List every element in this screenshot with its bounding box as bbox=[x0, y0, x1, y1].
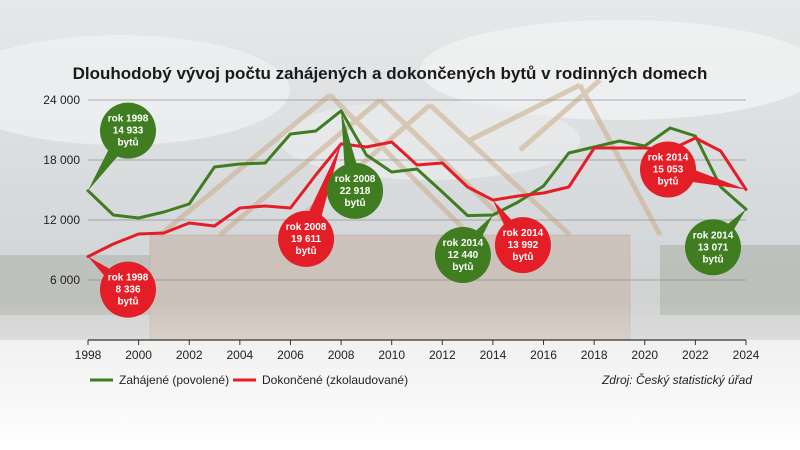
legend-label-dokoncene: Dokončené (zkolaudované) bbox=[262, 373, 408, 387]
annotation-text: bytů bbox=[702, 253, 723, 265]
y-tick-label: 24 000 bbox=[43, 93, 80, 107]
x-tick-label: 2018 bbox=[581, 348, 608, 362]
x-tick-label: 2022 bbox=[682, 348, 709, 362]
x-tick-labels: 1998 2000 2002 2004 2006 2008 2010 2012 2014 2016… bbox=[75, 348, 760, 362]
x-tick-label: 2010 bbox=[378, 348, 405, 362]
annotation-text: bytů bbox=[657, 175, 678, 187]
annotation-circle bbox=[640, 141, 696, 198]
annotation-text: bytů bbox=[452, 261, 473, 273]
legend-label-zahajene: Zahájené (povolené) bbox=[119, 373, 229, 387]
x-tick-label: 2020 bbox=[631, 348, 658, 362]
x-tick-label: 2024 bbox=[733, 348, 760, 362]
x-tick-label: 2012 bbox=[429, 348, 456, 362]
chart-title: Dlouhodobý vývoj počtu zahájených a doko… bbox=[73, 64, 708, 83]
y-tick-label: 6 000 bbox=[50, 273, 80, 287]
legend: Zahájené (povolené) Dokončené (zkolaudov… bbox=[90, 373, 408, 387]
series-line-dokoncene bbox=[86, 136, 748, 259]
x-tick-label: 2002 bbox=[176, 348, 203, 362]
annotation-text: 22 918 bbox=[340, 186, 371, 197]
annotation-text: 13 071 bbox=[698, 242, 729, 253]
annotation-text: 19 611 bbox=[291, 234, 321, 245]
annotation-text: 12 440 bbox=[448, 250, 479, 261]
annotation-circle bbox=[100, 102, 156, 159]
annotation-circle bbox=[278, 210, 335, 267]
x-tick-label: 2000 bbox=[125, 348, 152, 362]
annotation-text: rok 2008 bbox=[286, 222, 327, 233]
annotation-text: rok 2014 bbox=[648, 152, 689, 163]
annotation-text: rok 2008 bbox=[335, 174, 376, 185]
annotation-text: rok 1998 bbox=[108, 114, 149, 125]
annotation-text: bytů bbox=[345, 197, 366, 209]
annotation-text: rok 2014 bbox=[443, 238, 484, 249]
annotation-text: rok 2014 bbox=[503, 228, 544, 239]
annotation-circle bbox=[685, 219, 741, 276]
annotation-circle bbox=[494, 217, 551, 274]
annotation-circle bbox=[434, 227, 491, 283]
annotation-text: 8 336 bbox=[115, 285, 140, 296]
x-tick-label: 2016 bbox=[530, 348, 557, 362]
x-tick-label: 1998 bbox=[75, 348, 102, 362]
source-note: Zdroj: Český statistický úřad bbox=[601, 372, 752, 387]
annotation-text: 15 053 bbox=[653, 164, 684, 175]
x-tick-label: 2006 bbox=[277, 348, 304, 362]
y-tick-label: 12 000 bbox=[43, 213, 80, 227]
annotation-text: bytů bbox=[117, 137, 138, 149]
annotation-text: bytů bbox=[117, 296, 138, 308]
annotation-circle bbox=[327, 162, 384, 219]
series-lines bbox=[86, 109, 748, 259]
chart-title-text: Dlouhodobý vývoj počtu zahájených a doko… bbox=[73, 64, 708, 83]
annotation-circle bbox=[100, 261, 156, 318]
annotation-text: rok 1998 bbox=[108, 273, 149, 284]
series-line-zahajene bbox=[86, 109, 748, 220]
annotation-text: 14 933 bbox=[113, 126, 144, 137]
x-tick-label: 2004 bbox=[226, 348, 253, 362]
y-tick-label: 18 000 bbox=[43, 153, 80, 167]
annotation-text: 13 992 bbox=[508, 240, 539, 251]
gridlines bbox=[87, 99, 747, 345]
x-tick-label: 2014 bbox=[480, 348, 507, 362]
annotation-text: bytů bbox=[512, 251, 533, 263]
y-tick-labels: 6 000 12 000 18 000 24 000 bbox=[43, 93, 80, 287]
x-tick-label: 2008 bbox=[328, 348, 355, 362]
annotation-text: rok 2014 bbox=[693, 230, 734, 241]
annotation-text: bytů bbox=[296, 245, 317, 257]
